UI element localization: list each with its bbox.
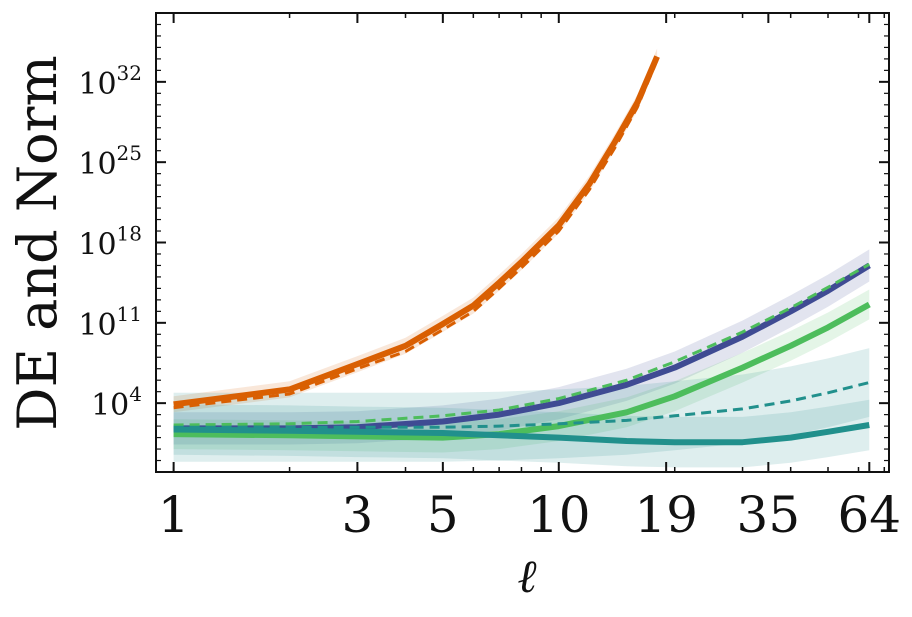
- series-line-1: [173, 59, 659, 410]
- series-line-3: [173, 262, 871, 427]
- series-line-5: [173, 381, 870, 429]
- x-tick-label: 10: [527, 486, 591, 544]
- y-tick-label: 104: [91, 382, 142, 423]
- series-line-2: [173, 262, 871, 432]
- series-line-6: [173, 422, 870, 446]
- y-tick-label: 1025: [78, 141, 142, 182]
- series-lines: [173, 55, 871, 446]
- axis-tick-labels: 1 3 5 10 19 35 64 104 1011 1018 1025 1032: [78, 61, 901, 544]
- x-tick-label: 1: [158, 486, 190, 544]
- series-line-4: [173, 301, 871, 441]
- x-tick-label: 19: [634, 486, 698, 544]
- y-tick-label: 1032: [78, 61, 142, 102]
- x-tick-label: 64: [837, 486, 901, 544]
- x-tick-label: 35: [737, 486, 801, 544]
- y-tick-label: 1011: [78, 302, 142, 343]
- axis-ticks: [156, 12, 889, 473]
- x-tick-label: 3: [341, 486, 373, 544]
- y-axis-label: DE and Norm: [6, 55, 69, 430]
- x-axis-label: ℓ: [517, 549, 537, 603]
- x-tick-label: 5: [427, 486, 459, 544]
- y-tick-label: 1018: [78, 222, 142, 263]
- series-line-0: [173, 55, 660, 408]
